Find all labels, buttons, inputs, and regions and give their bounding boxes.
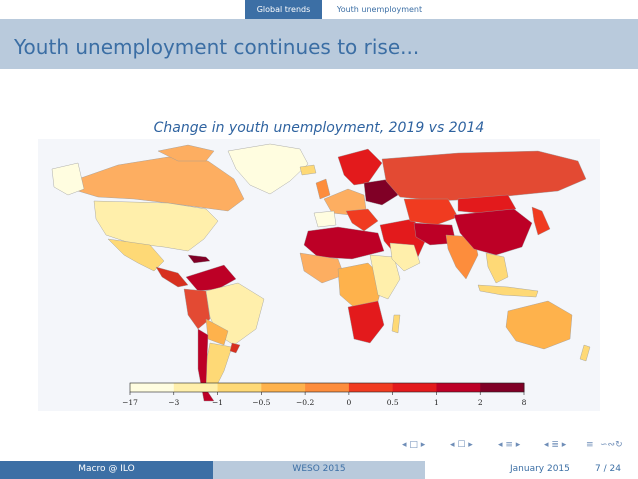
footer-date: January 2015 — [510, 464, 570, 474]
region-north-africa — [303, 226, 385, 260]
tab-youth-unemployment[interactable]: Youth unemployment — [322, 0, 437, 19]
region-colombia-venezuela — [185, 264, 237, 292]
title-bar: Youth unemployment continues to rise... — [0, 19, 638, 69]
chart-title: Change in youth unemployment, 2019 vs 20… — [153, 120, 485, 136]
top-navigation: Global trends Youth unemployment — [0, 0, 638, 19]
colorbar: −17 −3 −1 −0.5 −0.2 0 0.5 1 2 8 — [122, 382, 527, 407]
footer-page-number: 7 / 24 — [595, 464, 621, 474]
region-southern-africa — [347, 300, 385, 344]
colorbar-tick-label: 2 — [478, 398, 483, 407]
colorbar-tick-label: −17 — [122, 398, 138, 407]
region-arabia — [389, 242, 421, 272]
region-korea-japan — [531, 206, 551, 236]
nav-subsection-icon[interactable]: ◂ ☐ ▸ — [450, 440, 473, 450]
colorbar-ticks: −17 −3 −1 −0.5 −0.2 0 0.5 1 2 8 — [122, 392, 527, 407]
colorbar-swatch — [130, 383, 175, 392]
footer: Macro @ ILO WESO 2015 January 2015 7 / 2… — [0, 461, 638, 479]
nav-document-icon[interactable]: ◂ ≣ ▸ — [544, 440, 567, 450]
region-peru-ecuador — [183, 288, 211, 330]
region-southeast-asia — [485, 252, 509, 284]
region-new-zealand — [579, 344, 591, 362]
region-australia — [505, 300, 573, 350]
region-east-africa — [369, 254, 401, 300]
nav-search-icon[interactable]: ∽∾↻ — [600, 440, 623, 450]
footer-source-box: WESO 2015 — [213, 461, 425, 479]
colorbar-tick-label: 8 — [522, 398, 527, 407]
colorbar-swatch — [436, 383, 481, 392]
colorbar-tick-label: −3 — [168, 398, 179, 407]
region-caribbean — [187, 254, 211, 264]
region-iceland — [299, 164, 317, 176]
region-madagascar — [391, 314, 401, 334]
region-china — [453, 208, 533, 256]
region-uk — [315, 178, 331, 200]
footer-source: WESO 2015 — [292, 464, 346, 474]
colorbar-tick-label: −1 — [212, 398, 223, 407]
colorbar-swatch — [305, 383, 350, 392]
region-iran-pakistan — [413, 222, 457, 246]
region-central-america — [155, 266, 189, 288]
region-iberia — [313, 210, 337, 228]
colorbar-swatch — [261, 383, 306, 392]
colorbar-swatch — [173, 383, 219, 392]
region-west-africa — [299, 252, 345, 284]
world-choropleth-map — [51, 143, 591, 402]
colorbar-tick-label: −0.5 — [252, 398, 270, 407]
colorbar-swatch — [480, 383, 525, 392]
colorbar-swatches — [130, 383, 525, 392]
colorbar-border — [129, 382, 525, 393]
region-usa — [93, 200, 219, 252]
region-mexico — [107, 238, 165, 272]
region-bolivia-paraguay — [205, 318, 229, 346]
nav-frame-icon[interactable]: ◂ □ ▸ — [402, 440, 426, 450]
world-map-panel: −17 −3 −1 −0.5 −0.2 0 0.5 1 2 8 — [38, 139, 600, 411]
region-canada-islands — [157, 144, 215, 162]
region-uruguay — [229, 342, 241, 354]
nav-align-icon[interactable]: ≡ — [586, 440, 594, 450]
region-greenland — [227, 143, 309, 195]
colorbar-tick-label: −0.2 — [296, 398, 314, 407]
footer-author-box: Macro @ ILO — [0, 461, 213, 479]
colorbar-swatch — [348, 383, 394, 392]
nav-section-icon[interactable]: ◂ ≡ ▸ — [498, 440, 521, 450]
region-italy-balkans — [345, 208, 379, 232]
colorbar-swatch — [392, 383, 437, 392]
region-canada — [77, 156, 245, 212]
beamer-navigation: ◂ □ ▸ ◂ ☐ ▸ ◂ ≡ ▸ ◂ ≣ ▸ ≡ ∽∾↻ — [402, 440, 632, 454]
region-indonesia — [477, 284, 539, 298]
colorbar-tick-label: 0 — [346, 398, 351, 407]
region-alaska — [51, 162, 85, 196]
colorbar-tick-label: 0.5 — [387, 398, 399, 407]
footer-meta-box: January 2015 7 / 24 — [425, 461, 638, 479]
region-russia — [381, 150, 587, 202]
slide-title: Youth unemployment continues to rise... — [14, 35, 420, 59]
region-central-asia — [403, 198, 459, 226]
footer-author: Macro @ ILO — [78, 464, 135, 474]
colorbar-tick-label: 1 — [434, 398, 439, 407]
colorbar-swatch — [217, 383, 262, 392]
tab-global-trends[interactable]: Global trends — [245, 0, 322, 19]
